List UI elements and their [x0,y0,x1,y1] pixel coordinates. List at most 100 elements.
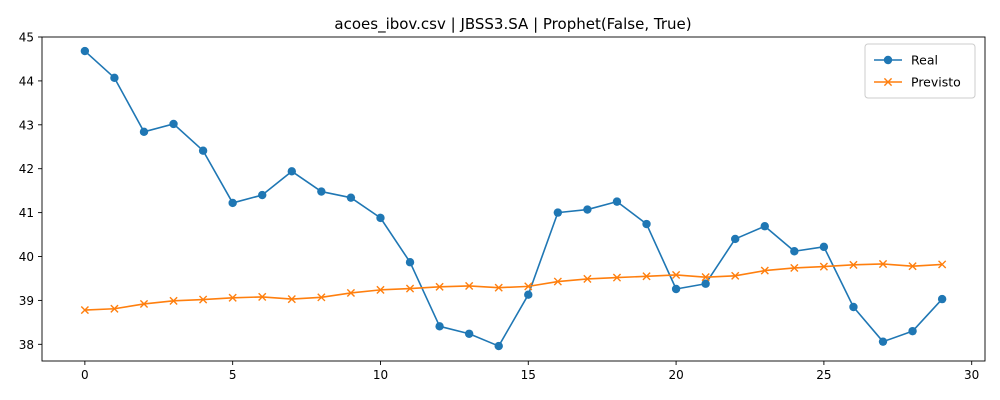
data-point [701,279,710,288]
legend-marker-stroke [883,77,893,87]
data-point [228,198,237,208]
data-point [524,290,533,299]
data-point-stroke [760,266,769,275]
data-point [760,222,769,231]
data-point-stroke [701,273,710,282]
data-point-stroke [494,283,503,292]
data-point-stroke [139,299,149,309]
y-tick-label: 38 [19,338,34,352]
data-point [405,284,415,293]
data-point [169,296,178,305]
data-point [258,190,267,200]
data-point [908,262,917,271]
data-point [139,299,149,309]
data-point [317,187,326,196]
data-point [464,329,474,338]
legend: Real Previsto [864,43,976,99]
data-point-stroke [642,272,651,281]
data-point-stroke [435,282,444,291]
y-tick-label: 44 [19,74,34,88]
x-tick-label: 15 [521,368,536,382]
data-point [642,272,651,281]
series-line-0 [84,50,943,347]
legend-box [864,43,976,99]
data-point [198,146,208,155]
data-point-stroke [849,260,858,269]
data-point [110,73,119,83]
data-point [435,282,444,291]
legend-label: Real [911,53,938,68]
x-tick-label: 0 [81,368,89,382]
data-point [199,295,208,304]
data-point [553,277,562,286]
y-tick-label: 45 [19,31,34,45]
y-tick-label: 42 [19,162,34,176]
data-point [760,266,769,275]
data-point [524,282,533,291]
data-point-stroke [287,295,296,304]
data-point-stroke [790,263,799,273]
y-tick-label: 40 [19,250,34,264]
data-point [376,285,385,294]
data-point-stroke [110,304,119,313]
data-point-stroke [524,282,533,291]
data-point-stroke [938,260,947,269]
data-point [494,341,503,351]
data-point-stroke [346,288,356,298]
data-point [642,219,651,229]
data-point [849,302,858,312]
data-point-stroke [671,270,681,280]
data-point [346,288,356,298]
data-point [731,271,740,280]
data-point [139,127,149,137]
y-tick-label: 41 [19,206,34,220]
plot-frame [41,36,986,362]
data-point-stroke [819,262,828,271]
data-point [494,283,503,292]
legend-marker [883,77,893,87]
data-point [790,247,799,256]
x-tick-label: 30 [964,368,979,382]
data-point-stroke [169,296,178,305]
data-point-stroke [199,295,208,304]
data-point [908,326,917,336]
data-point [612,273,622,282]
data-point-stroke [465,281,474,291]
data-point-stroke [376,285,385,294]
data-point [583,274,592,283]
data-point [937,294,947,304]
x-tick-label: 20 [668,368,683,382]
data-point [671,284,681,294]
x-tick-label: 10 [373,368,388,382]
data-point [465,281,474,291]
y-tick-label: 43 [19,118,34,132]
data-point [819,242,829,252]
data-point [258,292,267,301]
data-point [701,273,710,282]
data-point [287,167,296,176]
data-point [878,337,888,346]
data-point [405,258,415,267]
data-point-stroke [258,292,267,301]
data-point [80,46,90,56]
data-point [110,304,119,313]
data-point [228,293,237,302]
legend-marker [883,55,893,65]
axes: 0 5 10 15 20 25 30 38 39 40 41 42 43 44 45 [19,31,986,382]
x-tick-label: 25 [816,368,831,382]
data-point [346,193,356,202]
data-point [938,260,947,269]
data-point [790,263,799,273]
data-point [878,259,888,269]
data-point [731,234,740,244]
data-point [169,119,178,129]
x-tick-label: 5 [229,368,237,382]
data-point [612,197,622,206]
data-point [849,260,858,269]
data-point-stroke [553,277,562,286]
series-line-1 [84,263,943,311]
data-point [553,208,563,217]
data-point-stroke [405,284,415,293]
data-point [317,293,326,302]
